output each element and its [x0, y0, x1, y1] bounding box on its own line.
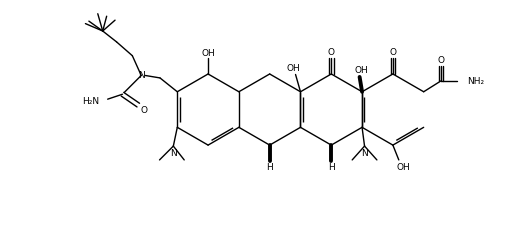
- Text: N: N: [138, 71, 144, 80]
- Text: N: N: [170, 148, 177, 157]
- Text: O: O: [389, 47, 396, 57]
- Text: H₂N: H₂N: [81, 97, 99, 106]
- Text: OH: OH: [354, 66, 368, 75]
- Text: N: N: [361, 148, 368, 157]
- Text: H: H: [328, 163, 335, 172]
- Text: OH: OH: [286, 64, 300, 73]
- Text: O: O: [141, 105, 147, 114]
- Text: OH: OH: [397, 163, 411, 172]
- Text: O: O: [437, 55, 444, 64]
- Text: OH: OH: [201, 49, 215, 57]
- Text: O: O: [328, 47, 335, 57]
- Text: NH₂: NH₂: [466, 76, 484, 86]
- Text: H: H: [266, 163, 273, 172]
